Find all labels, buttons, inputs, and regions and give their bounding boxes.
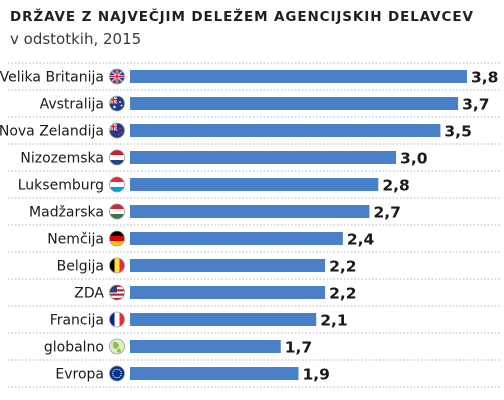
value-label: 1,9	[303, 366, 330, 384]
flag-uk-icon	[109, 68, 125, 85]
category-label: Belgija	[57, 259, 104, 275]
category-label: ZDA	[74, 286, 104, 302]
value-label: 3,7	[462, 96, 489, 114]
value-label: 2,1	[320, 312, 347, 330]
category-label: Evropa	[55, 367, 104, 383]
flag-eu-icon	[109, 365, 125, 382]
bar-row: Velika Britanija 3,8	[0, 62, 500, 87]
category-label: Avstralija	[40, 97, 104, 113]
value-label: 3,0	[400, 150, 428, 168]
value-label: 2,7	[373, 204, 400, 222]
category-label: Nizozemska	[20, 151, 104, 167]
bar-row: Nemčija 2,4	[8, 224, 500, 249]
bar	[130, 286, 326, 299]
bar	[130, 178, 379, 191]
bar-row: Madžarska 2,7	[8, 197, 500, 222]
value-label: 2,8	[382, 177, 409, 195]
chart-subtitle: v odstotkih, 2015	[10, 30, 142, 48]
bar-row: Evropa 1,9	[8, 359, 500, 384]
bar	[130, 70, 467, 83]
bar-row: Belgija 2,2	[8, 251, 500, 276]
flag-germany-icon	[109, 230, 125, 247]
category-label: Luksemburg	[18, 178, 104, 194]
flag-belgium-icon	[109, 257, 125, 274]
flag-france-icon	[109, 311, 125, 328]
bar	[130, 367, 299, 380]
bar	[130, 232, 343, 245]
category-label: globalno	[44, 340, 104, 356]
bar	[130, 313, 317, 326]
value-label: 3,8	[471, 69, 498, 87]
flag-luxembourg-icon	[109, 176, 125, 193]
bar-row: ZDA 2,2	[8, 278, 500, 303]
bar-row: Avstralija 3,7	[8, 89, 500, 114]
bar	[130, 97, 459, 110]
bar-row: Luksemburg 2,8	[8, 170, 500, 195]
bar	[130, 340, 281, 353]
flag-usa-icon	[109, 284, 125, 301]
category-label: Velika Britanija	[0, 70, 104, 86]
category-label: Nemčija	[47, 232, 104, 248]
flag-new-zealand-icon	[109, 122, 125, 139]
flag-hungary-icon	[109, 203, 125, 220]
category-label: Madžarska	[29, 205, 104, 221]
globe-icon	[109, 338, 125, 355]
flag-netherlands-icon	[109, 149, 125, 166]
bar-row: Nova Zelandija 3,5	[0, 116, 500, 141]
bar	[130, 205, 370, 218]
bar	[130, 151, 397, 164]
value-label: 3,5	[444, 123, 471, 141]
value-label: 2,2	[329, 258, 356, 276]
bar	[130, 124, 441, 137]
bar	[130, 259, 326, 272]
value-label: 2,4	[347, 231, 375, 249]
value-label: 2,2	[329, 285, 356, 303]
bar-row: Nizozemska 3,0	[8, 143, 500, 168]
category-label: Francija	[50, 313, 104, 329]
flag-australia-icon	[109, 95, 125, 112]
value-label: 1,7	[285, 339, 312, 357]
category-label: Nova Zelandija	[0, 124, 104, 140]
bar-row: Francija 2,1	[8, 305, 500, 330]
chart-title: DRŽAVE Z NAJVEČJIM DELEŽEM AGENCIJSKIH D…	[10, 9, 474, 25]
bar-row: globalno 1,7	[8, 332, 500, 357]
